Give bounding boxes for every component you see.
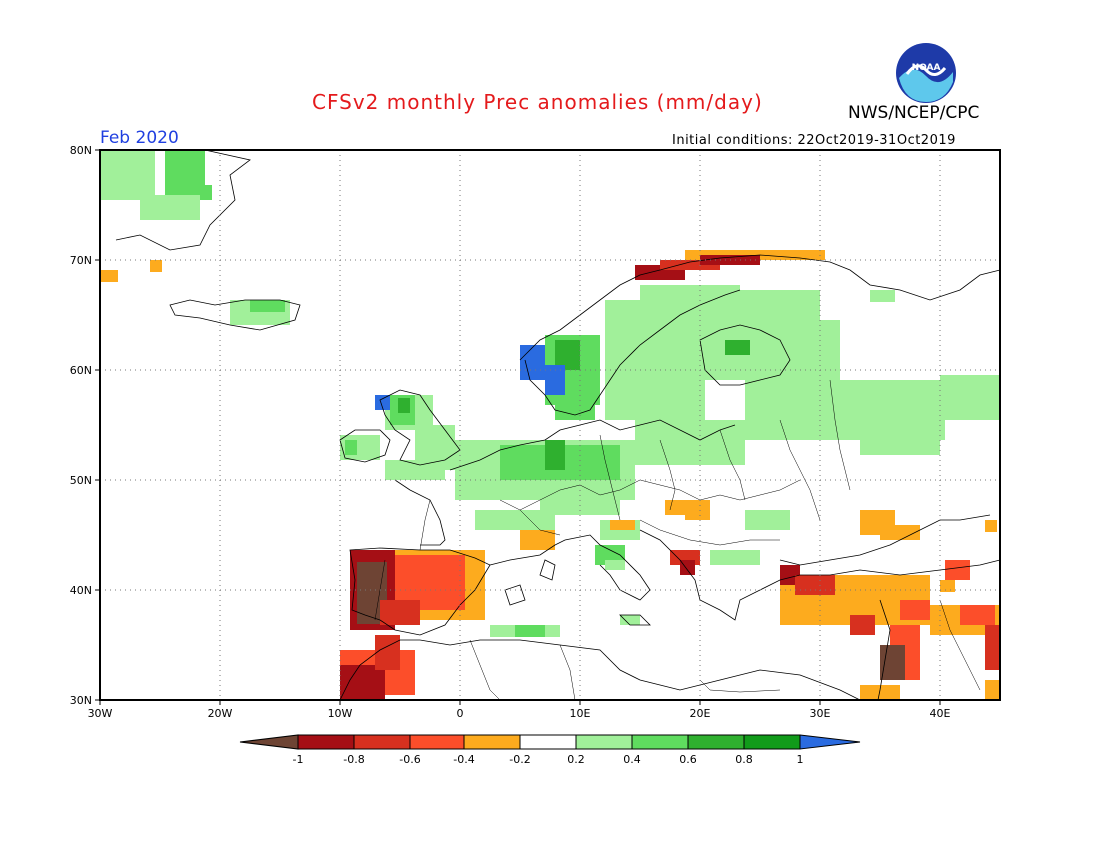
colorbar-label: 0.6 [679,753,697,766]
colorbar-swatch [353,734,411,750]
colorbar-label: -0.2 [509,753,530,766]
lon-label: 20W [208,707,233,720]
lon-label: 30E [810,707,831,720]
initial-conditions-label: Initial conditions: 22Oct2019-31Oct2019 [672,133,956,148]
colorbar-swatch [575,734,633,750]
map-frame [99,149,1001,701]
colorbar-label: 0.2 [567,753,585,766]
lon-label: 0 [457,707,464,720]
lon-label: 10W [328,707,353,720]
colorbar-swatch [463,734,521,750]
colorbar-swatch [631,734,689,750]
colorbar-swatch [743,734,801,750]
anomaly-cells [100,150,1000,700]
tick-marks [95,149,941,705]
lon-label: 20E [690,707,711,720]
gridlines [100,150,1000,700]
lat-label: 70N [70,254,92,267]
lat-label: 80N [70,144,92,157]
colorbar-label: -0.6 [399,753,420,766]
latitude-labels: 80N 70N 60N 50N 40N 30N [70,144,92,707]
lat-label: 60N [70,364,92,377]
colorbar-label: -0.4 [453,753,474,766]
colorbar-min-arrow [239,734,299,750]
lon-label: 30W [88,707,113,720]
colorbar-label: -1 [293,753,304,766]
lat-label: 50N [70,474,92,487]
colorbar-max-arrow [799,734,861,750]
agency-label: NWS/NCEP/CPC [848,103,980,123]
noaa-logo-icon: NOAA [896,43,956,103]
colorbar-label: 0.8 [735,753,753,766]
forecast-month-label: Feb 2020 [100,128,179,148]
lon-label: 10E [570,707,591,720]
colorbar-label: 0.4 [623,753,641,766]
colorbar-swatch [519,734,577,750]
colorbar-swatch [297,734,355,750]
colorbar: -1 -0.8 -0.6 -0.4 -0.2 0.2 0.4 0.6 0.8 1 [239,734,861,766]
lat-label: 30N [70,694,92,707]
colorbar-swatch [687,734,745,750]
noaa-logo-text: NOAA [912,63,941,73]
colorbar-swatch [409,734,465,750]
coastlines [115,149,1001,701]
colorbar-label: -0.8 [343,753,364,766]
lat-label: 40N [70,584,92,597]
longitude-labels: 30W 20W 10W 0 10E 20E 30E 40E [88,707,951,720]
colorbar-label: 1 [797,753,804,766]
lon-label: 40E [930,707,951,720]
